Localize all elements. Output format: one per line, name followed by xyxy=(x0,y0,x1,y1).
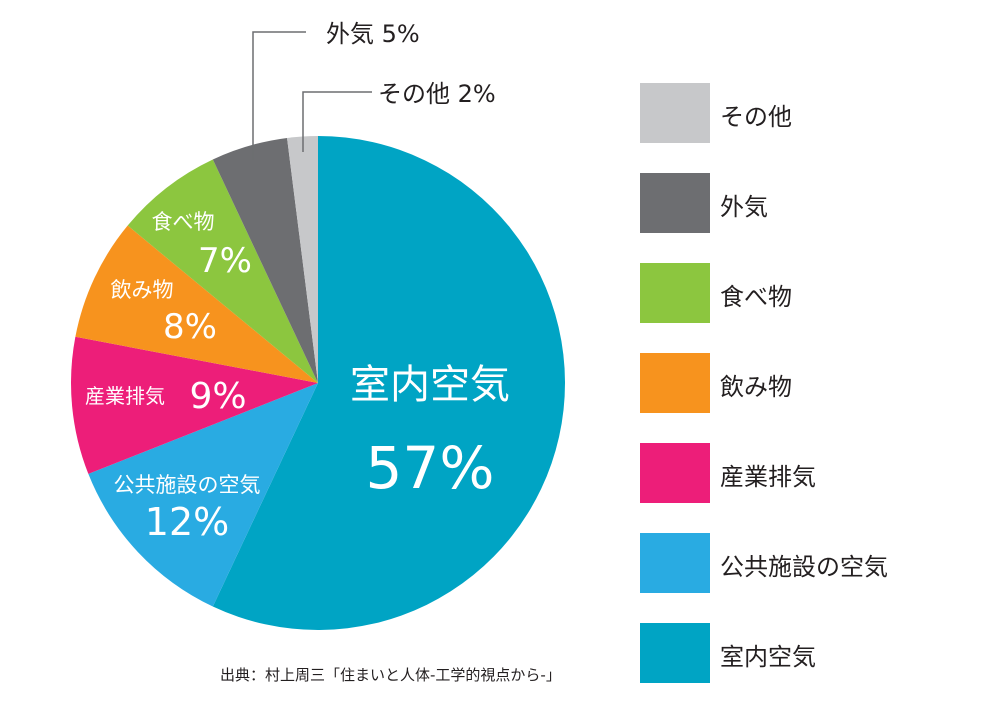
callout-other: その他 2% xyxy=(378,80,496,108)
slice-pct-drinks: 8% xyxy=(163,307,217,347)
pie-slice-3 xyxy=(75,225,318,383)
legend-swatch-other xyxy=(640,83,710,143)
legend-label: 公共施設の空気 xyxy=(720,553,888,581)
legend-item-indoor: 室内空気 xyxy=(640,623,960,683)
callout-outdoor: 外気 5% xyxy=(326,20,420,48)
legend-item-public: 公共施設の空気 xyxy=(640,533,960,593)
slice-pct-indoor: 57% xyxy=(366,434,495,502)
legend-label: 食べ物 xyxy=(720,283,792,311)
source-citation: 出典：村上周三「住まいと人体-工学的視点から-」 xyxy=(220,666,561,684)
callout-line-other xyxy=(302,91,372,152)
slice-label-public: 公共施設の空気 xyxy=(114,473,261,497)
legend-item-outdoor: 外気 xyxy=(640,173,960,233)
legend-swatch-food xyxy=(640,263,710,323)
legend-swatch-industrial xyxy=(640,443,710,503)
callout-line-outdoor xyxy=(252,31,306,160)
legend-label: 外気 xyxy=(720,193,768,221)
legend-item-industrial: 産業排気 xyxy=(640,443,960,503)
pie-slice-0 xyxy=(212,136,566,630)
pie-slice-1 xyxy=(88,383,318,607)
pie-slice-2 xyxy=(71,336,318,474)
pie-slice-6 xyxy=(287,136,318,383)
slice-pct-industrial: 9% xyxy=(189,376,246,417)
legend-label: 飲み物 xyxy=(720,373,792,401)
pie-slice-4 xyxy=(127,159,319,383)
legend-label: その他 xyxy=(720,103,792,131)
legend-item-other: その他 xyxy=(640,83,960,143)
pie-slices xyxy=(71,136,566,630)
slice-label-food: 食べ物 xyxy=(152,210,215,234)
slice-pct-food: 7% xyxy=(198,241,252,281)
pie-slice-5 xyxy=(212,137,318,383)
slice-label-drinks: 飲み物 xyxy=(111,278,174,302)
legend-item-drinks: 飲み物 xyxy=(640,353,960,413)
legend-swatch-indoor xyxy=(640,623,710,683)
legend-swatch-drinks xyxy=(640,353,710,413)
slice-label-indoor: 室内空気 xyxy=(350,362,510,408)
legend-label: 産業排気 xyxy=(720,463,816,491)
slice-label-industrial: 産業排気 xyxy=(85,384,165,408)
legend-label: 室内空気 xyxy=(720,643,816,671)
legend-item-food: 食べ物 xyxy=(640,263,960,323)
legend-swatch-outdoor xyxy=(640,173,710,233)
slice-pct-public: 12% xyxy=(145,500,229,544)
legend-swatch-public xyxy=(640,533,710,593)
